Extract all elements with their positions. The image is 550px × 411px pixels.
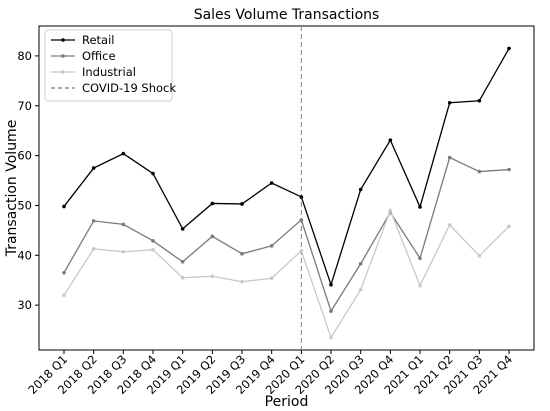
y-tick-label: 50 (17, 198, 32, 212)
series-industrial (62, 208, 511, 340)
data-point (62, 204, 66, 209)
data-point (507, 46, 511, 51)
data-point (121, 151, 126, 156)
data-point (418, 256, 422, 261)
data-point (299, 218, 304, 222)
y-tick-label: 70 (17, 99, 32, 113)
chart-title: Sales Volume Transactions (194, 7, 380, 23)
data-point (358, 287, 363, 292)
data-point (151, 248, 155, 252)
data-point (388, 138, 393, 142)
y-tick-label: 60 (17, 149, 32, 163)
data-point (180, 227, 185, 231)
legend-box (44, 29, 173, 102)
legend-marker (61, 70, 65, 74)
legend-label: Industrial (82, 65, 136, 79)
y-tick-label: 30 (17, 298, 32, 312)
data-point (269, 276, 274, 281)
data-point (62, 270, 66, 275)
legend-entry: Office (51, 49, 116, 63)
data-point (240, 279, 244, 284)
series-office (62, 155, 511, 313)
series-line (63, 156, 510, 313)
legend-entry: COVID-19 Shock (51, 81, 176, 95)
data-point (240, 202, 244, 206)
series-line (63, 208, 510, 340)
data-point (447, 155, 452, 160)
series-line (63, 48, 510, 287)
data-point (299, 249, 304, 253)
data-point (388, 208, 393, 213)
data-point (507, 167, 511, 172)
data-point (121, 222, 126, 227)
legend-label: Retail (82, 33, 115, 47)
data-point (151, 239, 155, 243)
data-point (180, 259, 185, 264)
data-point (418, 283, 422, 288)
data-point (240, 251, 244, 256)
data-point (329, 309, 333, 313)
data-point (91, 166, 96, 170)
data-point (477, 169, 482, 174)
series-layer (62, 46, 511, 340)
legend-entry: Retail (51, 33, 115, 47)
data-point (418, 205, 422, 209)
series-retail (62, 46, 511, 287)
data-point (180, 275, 185, 280)
data-point (329, 282, 333, 287)
data-point (329, 335, 333, 340)
data-point (121, 250, 126, 254)
data-point (269, 181, 274, 185)
data-point (210, 201, 215, 206)
legend-marker (61, 54, 65, 58)
data-point (507, 224, 511, 229)
legend-marker (61, 38, 65, 42)
data-point (62, 293, 66, 297)
y-axis-title: Transaction Volume (4, 120, 20, 258)
data-point (91, 219, 96, 223)
data-point (210, 234, 215, 239)
plot-area-frame (38, 25, 535, 351)
data-point (447, 100, 452, 105)
data-point (151, 171, 155, 176)
x-axis-title: Period (265, 394, 309, 410)
data-point (210, 274, 215, 279)
data-point (269, 244, 274, 248)
y-tick-label: 80 (17, 49, 32, 63)
data-point (358, 187, 363, 192)
data-point (91, 247, 96, 251)
data-point (358, 261, 363, 266)
data-point (299, 195, 304, 199)
legend-label: COVID-19 Shock (82, 81, 176, 95)
legend-entry: Industrial (51, 65, 136, 79)
data-point (447, 223, 452, 227)
legend-label: Office (82, 49, 116, 63)
data-point (477, 253, 482, 258)
legend: Retail Office Industrial COVID-19 Shock (44, 29, 176, 102)
y-tick-label: 40 (17, 248, 32, 262)
data-point (477, 98, 482, 103)
